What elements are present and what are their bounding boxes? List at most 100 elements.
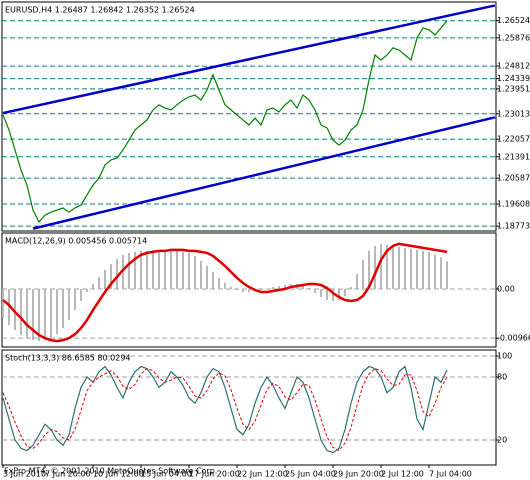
histogram-bar [86,288,88,292]
x-tick-label: 29 Jun 20:00 [333,470,384,479]
histogram-bar [62,288,64,329]
histogram-bar [38,288,40,342]
series-line [2,368,448,452]
histogram-bar [128,252,130,289]
histogram-bar [80,288,82,301]
histogram-bar [56,288,58,335]
histogram-bar [32,288,34,341]
panel-title: Stoch(13,3,3) 86.6585 80.0294 [5,354,131,363]
histogram-bar [50,288,52,339]
y-tick-label: 1.19608 [497,200,530,209]
histogram-bar [338,288,340,301]
histogram-bar [446,261,448,289]
histogram-bar [278,285,280,289]
panel [1,1,497,232]
panel-title: EURUSD,H4 1.26487 1.26842 1.26352 1.2652… [5,6,195,15]
histogram-bar [314,288,316,294]
x-tick-label: 25 Jun 04:00 [285,470,336,479]
histogram-bar [194,255,196,289]
histogram-bar [344,288,346,297]
histogram-bar [2,288,4,319]
histogram-bar [380,243,382,289]
histogram-bar [164,249,166,289]
y-tick-label: 1.25876 [497,33,530,42]
histogram-bar [440,257,442,289]
series-line [2,242,448,343]
y-tick-label: 0.00 [497,284,515,293]
histogram-bar [416,249,418,289]
histogram-bar [230,286,232,289]
panel-title: MACD(12,26,9) 0.005456 0.005714 [5,237,147,246]
histogram-bar [428,251,430,289]
histogram-bar [374,245,376,289]
histogram-bar [20,288,22,336]
histogram-bar [158,249,160,289]
footer: FxPro MT4, © 2001-2010 MetaQuotes Softwa… [4,467,217,476]
histogram-bar [284,284,286,289]
histogram-bar [422,250,424,289]
y-tick-label: 20 [497,436,507,445]
histogram-bar [122,254,124,289]
histogram-bar [8,288,10,326]
histogram-bar [350,286,352,289]
histogram-bar [98,276,100,289]
series-line [2,20,448,224]
histogram-bar [218,277,220,289]
histogram-bar [386,244,388,289]
histogram-bar [116,258,118,289]
histogram-bar [398,246,400,289]
histogram-bar [92,283,94,289]
x-tick-label: 7 Jul 04:00 [429,470,472,479]
y-tick-label: 80 [497,372,507,381]
histogram-bar [104,269,106,289]
y-tick-label: 1.20587 [497,174,530,183]
histogram-bar [68,288,70,321]
histogram-bar [206,265,208,289]
histogram-bar [74,288,76,311]
trendline [32,116,496,230]
histogram-bar [242,288,244,292]
histogram-bar [176,250,178,289]
series-line [2,365,448,454]
histogram-bar [260,288,262,290]
histogram-bar [236,288,238,290]
x-tick-label: 3 Jun 2010 [3,470,46,479]
y-tick-label: 1.18773 [497,222,530,231]
panel [1,349,497,466]
histogram-bar [404,247,406,289]
histogram-bar [212,271,214,289]
y-tick-label: 1.23951 [497,84,530,93]
histogram-bar [302,284,304,289]
histogram-bar [182,251,184,289]
histogram-bar [188,252,190,289]
histogram-bar [308,287,310,289]
histogram-bar [368,250,370,289]
y-tick-label: 1.24812 [497,62,530,71]
x-tick-label: 7 Jun 20:00 [45,470,91,479]
histogram-bar [266,288,268,290]
histogram-bar [272,286,274,289]
y-tick-label: 1.22057 [497,135,530,144]
histogram-bar [362,259,364,289]
histogram-bar [170,250,172,289]
histogram-bar [320,288,322,298]
histogram-bar [152,249,154,289]
histogram-bar [146,250,148,289]
histogram-bar [200,260,202,289]
y-tick-label: 100 [497,351,512,360]
y-tick-label: 1.24339 [497,74,530,83]
y-tick-label: 1.26524 [497,16,530,25]
histogram-bar [44,288,46,341]
histogram-bar [224,282,226,289]
histogram-bar [332,288,334,301]
x-tick-label: 2 Jul 12:00 [381,470,424,479]
histogram-bar [410,248,412,289]
histogram-bar [326,288,328,301]
x-tick-label: 10 Jun 12:00 [93,470,144,479]
x-tick-label: 17 Jun 20:00 [189,470,240,479]
y-tick-label: 1.23013 [497,109,530,118]
histogram-bar [134,251,136,289]
histogram-bar [14,288,16,331]
